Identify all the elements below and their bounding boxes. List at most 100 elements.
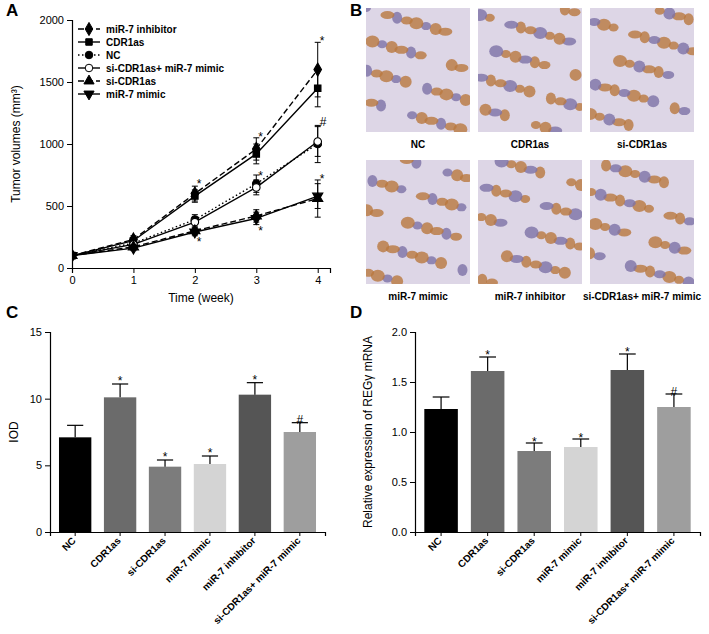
series (72, 42, 322, 262)
legend-marker (86, 39, 92, 45)
nucleus (648, 236, 662, 248)
nucleus (538, 61, 550, 69)
legend-item: si-CDR1as+ miR-7 mimic (78, 63, 225, 74)
error-bar-cap (315, 69, 321, 70)
nucleus (662, 71, 674, 79)
nucleus (460, 94, 470, 106)
tick: si-CDR1as+ miR-7 mimic (211, 532, 303, 626)
nucleus (386, 41, 398, 53)
tick-mark (45, 465, 50, 466)
nucleus (500, 189, 512, 197)
tick-mark (256, 268, 257, 273)
error-bar-cap (315, 217, 321, 218)
plot-area (424, 354, 690, 532)
image-background (478, 8, 582, 132)
nucleus (457, 264, 467, 276)
tick-label: 2.0 (392, 326, 407, 338)
error-bar-cap (315, 162, 321, 163)
nucleus (451, 169, 463, 181)
bar (517, 451, 551, 532)
tick: CDR1as (88, 532, 123, 570)
tick-label: 0 (36, 526, 42, 538)
panel-label: D (350, 303, 362, 322)
legend-label: miR-7 mimic (106, 89, 166, 100)
tick-label: si-CDR1as+ miR-7 mimic (585, 535, 677, 627)
line (72, 70, 318, 256)
error-bar-cap (315, 156, 321, 157)
series (72, 180, 323, 259)
nucleus (684, 217, 694, 225)
nucleus (431, 88, 443, 96)
tick-label: 1000 (40, 138, 64, 150)
marker (314, 85, 320, 91)
nucleus (480, 184, 494, 192)
nucleus (489, 45, 503, 57)
bar (471, 371, 505, 532)
error-bar-cap (433, 396, 450, 397)
nucleus (670, 102, 680, 114)
panel-label: B (350, 1, 362, 20)
nucleus (555, 97, 567, 105)
tick-mark (410, 532, 415, 533)
nucleus (401, 17, 413, 25)
image-label: si-CDR1as (617, 139, 667, 150)
error-bar-cap (67, 425, 83, 426)
tick: 0 (69, 268, 75, 286)
error-bar (67, 425, 83, 437)
tick: 0 (36, 526, 50, 538)
marker (314, 138, 322, 146)
tick: 1 (131, 268, 137, 286)
legend: miR-7 inhibitorCDR1asNCsi-CDR1as+ miR-7 … (78, 22, 225, 100)
legend-marker (85, 51, 93, 59)
nucleus (595, 189, 607, 201)
tick-label: CDR1as (455, 535, 490, 570)
nucleus (648, 36, 660, 44)
nucleus (435, 257, 447, 269)
x-axis: NCCDR1assi-CDR1asmiR-7 mimicmiR-7 inhibi… (416, 532, 701, 626)
tick: 0.0 (392, 526, 415, 538)
tick: si-CDR1as (125, 532, 168, 578)
legend-marker (85, 22, 93, 35)
error-bar-cap (192, 217, 198, 218)
tick: 500 (46, 200, 72, 212)
tick-mark (45, 399, 50, 400)
marker (72, 253, 77, 262)
tick-mark (299, 532, 300, 536)
nucleus (566, 178, 576, 186)
bar (284, 432, 316, 532)
tick-mark (195, 268, 196, 273)
nucleus (525, 26, 537, 34)
tick-label: 4 (315, 274, 321, 286)
plot-area (72, 42, 323, 262)
tick-mark (45, 332, 50, 333)
error-bar-cap (315, 106, 321, 107)
y-axis: 0.00.51.01.52.0 (392, 326, 416, 538)
axis-line (45, 333, 51, 533)
error-bar (315, 125, 321, 162)
nucleus (367, 175, 377, 187)
annotation: * (485, 348, 490, 362)
annotation: * (258, 224, 263, 238)
nucleus (430, 23, 442, 35)
annotation: # (320, 115, 327, 129)
series (72, 184, 323, 262)
legend-marker (84, 91, 94, 100)
nucleus (540, 202, 554, 210)
y-axis-title: IOD (7, 421, 21, 443)
nucleus (416, 192, 430, 200)
tick-mark (133, 268, 134, 273)
tick: NC (426, 532, 444, 553)
tick-mark (120, 532, 121, 536)
bar (104, 397, 136, 532)
annotation: # (296, 413, 303, 427)
nucleus (669, 242, 681, 254)
legend-item: si-CDR1as (78, 75, 156, 87)
nucleus (504, 21, 518, 29)
marker (253, 184, 261, 192)
tick-mark (254, 532, 255, 536)
axis-line (73, 269, 331, 274)
tick-mark (318, 268, 319, 273)
annotation: # (671, 385, 678, 399)
marker (192, 193, 198, 199)
tick: 3 (254, 268, 260, 286)
